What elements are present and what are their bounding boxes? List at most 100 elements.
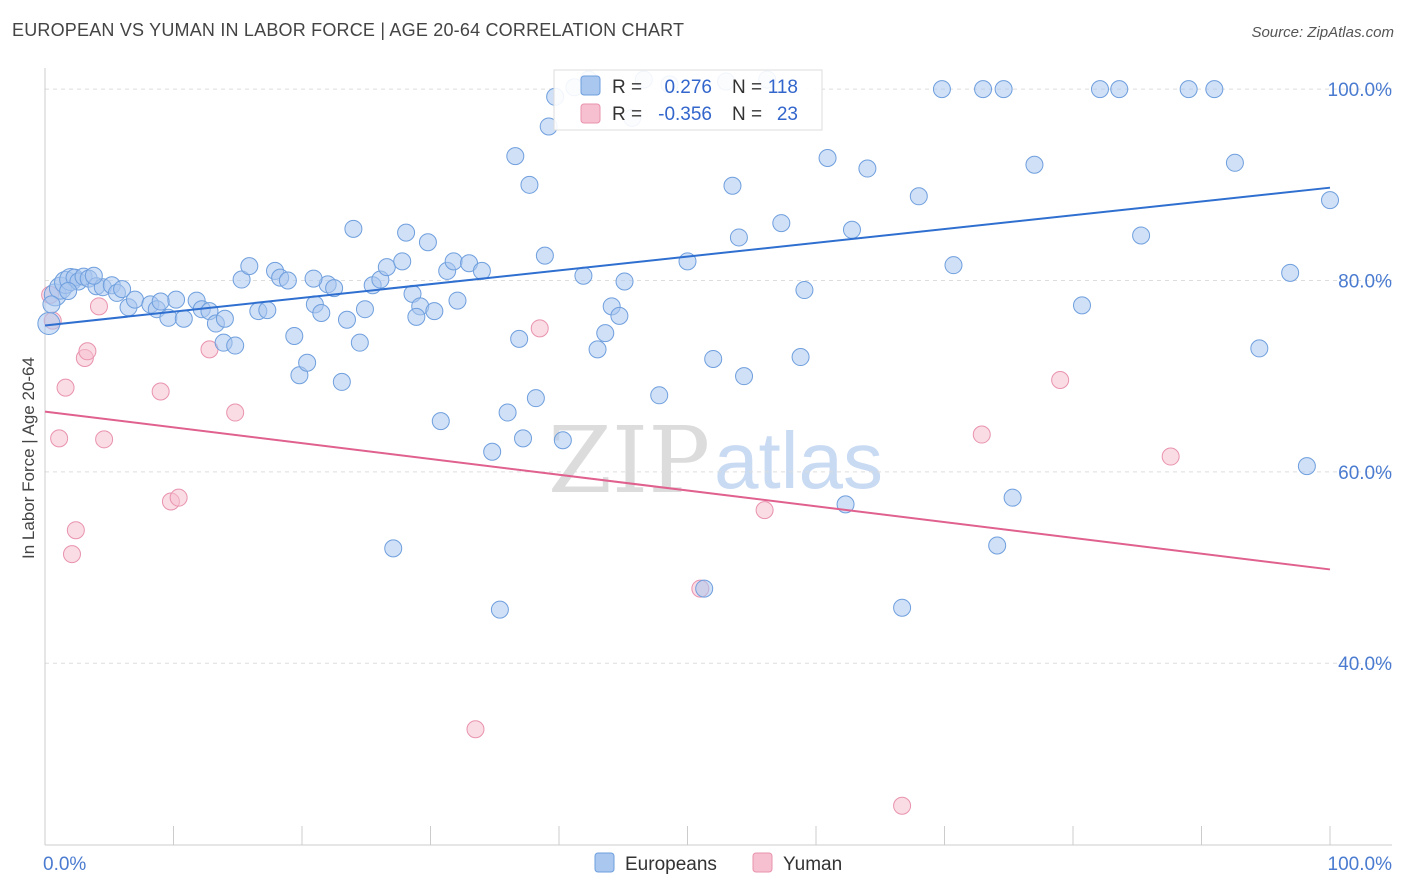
europeans-point <box>574 266 593 285</box>
europeans-point <box>735 367 754 386</box>
europeans-n-label: N = <box>732 77 762 98</box>
yuman-n-value: 23 <box>777 104 798 125</box>
yuman-points <box>41 285 1180 815</box>
europeans-point <box>42 295 61 314</box>
europeans-point <box>596 324 615 343</box>
europeans-point <box>258 301 277 320</box>
europeans-point <box>553 431 572 450</box>
europeans-point <box>215 309 234 328</box>
y-axis-label: In Labor Force | Age 20-64 <box>19 357 38 559</box>
europeans-point <box>285 326 304 345</box>
europeans-point <box>650 386 669 405</box>
europeans-point <box>974 80 993 99</box>
europeans-point <box>514 429 533 448</box>
europeans-point <box>483 442 502 461</box>
europeans-point <box>588 340 607 359</box>
europeans-r-value: 0.276 <box>664 77 712 98</box>
europeans-point <box>695 579 714 598</box>
europeans-point <box>344 219 363 238</box>
y-tick-label: 100.0% <box>1328 80 1393 101</box>
europeans-point <box>232 270 251 289</box>
europeans-point <box>1090 80 1109 99</box>
europeans-point <box>337 310 356 329</box>
y-tick-label: 60.0% <box>1338 463 1392 484</box>
europeans-point <box>772 214 791 233</box>
europeans-point <box>1003 488 1022 507</box>
europeans-point <box>312 304 331 323</box>
europeans-point <box>431 412 450 431</box>
europeans-trend-line <box>44 186 1331 327</box>
europeans-swatch <box>580 75 601 96</box>
trend-lines <box>44 186 1331 571</box>
bottom-legend: Europeans Yuman <box>594 852 842 875</box>
europeans-point <box>498 403 517 422</box>
yuman-point <box>530 319 549 338</box>
europeans-point <box>1225 153 1244 172</box>
europeans-point <box>444 252 463 271</box>
legend-yuman-label: Yuman <box>783 854 842 875</box>
europeans-point <box>791 348 810 367</box>
europeans-point <box>1250 339 1269 358</box>
europeans-point <box>407 307 426 326</box>
europeans-point <box>397 223 416 242</box>
europeans-point <box>226 336 245 355</box>
europeans-point <box>1321 191 1339 210</box>
yuman-point <box>50 429 69 448</box>
europeans-point <box>1179 80 1198 99</box>
gridlines <box>45 88 1392 664</box>
europeans-point <box>988 536 1007 555</box>
europeans-point <box>723 176 742 195</box>
yuman-point <box>95 430 114 449</box>
europeans-point <box>818 149 837 168</box>
europeans-point <box>418 233 437 252</box>
europeans-point <box>526 389 545 408</box>
source-label: Source: ZipAtlas.com <box>1251 24 1394 41</box>
europeans-point <box>1281 263 1300 282</box>
europeans-point <box>174 309 193 328</box>
europeans-point <box>909 187 928 206</box>
europeans-point <box>384 539 403 558</box>
europeans-point <box>278 271 297 290</box>
yuman-point <box>1161 447 1180 466</box>
europeans-point <box>510 329 529 348</box>
europeans-points <box>37 70 1339 619</box>
y-tick-label: 80.0% <box>1338 271 1392 292</box>
europeans-point <box>858 159 877 178</box>
europeans-point <box>615 272 634 291</box>
europeans-point <box>377 258 396 277</box>
legend-yuman-swatch <box>752 852 773 873</box>
europeans-point <box>994 80 1013 99</box>
europeans-point <box>704 349 723 368</box>
europeans-point <box>610 306 629 325</box>
europeans-point <box>332 372 351 391</box>
europeans-point <box>325 279 344 298</box>
yuman-point <box>466 720 485 739</box>
watermark-zip: ZIP <box>548 407 710 514</box>
x-tick-label-min: 0.0% <box>43 854 86 875</box>
y-tick-label: 40.0% <box>1338 654 1392 675</box>
yuman-point <box>89 297 108 316</box>
europeans-n-value: 118 <box>768 77 798 98</box>
yuman-point <box>972 425 991 444</box>
x-tick-label-max: 100.0% <box>1328 854 1393 875</box>
europeans-point <box>472 261 491 280</box>
europeans-point <box>535 246 554 265</box>
yuman-point <box>56 378 75 397</box>
europeans-point <box>425 302 444 321</box>
yuman-trend-line <box>44 410 1331 571</box>
yuman-point <box>151 382 170 401</box>
europeans-point <box>1110 80 1129 99</box>
yuman-n-label: N = <box>732 104 762 125</box>
europeans-point <box>1132 226 1151 245</box>
legend-europeans-label: Europeans <box>625 854 717 875</box>
tick-labels: 40.0% 60.0% 80.0% 100.0% 0.0% 100.0% <box>43 80 1392 875</box>
europeans-point <box>448 291 467 310</box>
europeans-point <box>113 280 132 299</box>
europeans-point <box>490 600 509 619</box>
europeans-point <box>1205 80 1224 99</box>
yuman-point <box>226 403 245 422</box>
europeans-point <box>151 292 170 311</box>
europeans-point <box>84 266 103 285</box>
europeans-point <box>298 353 317 372</box>
